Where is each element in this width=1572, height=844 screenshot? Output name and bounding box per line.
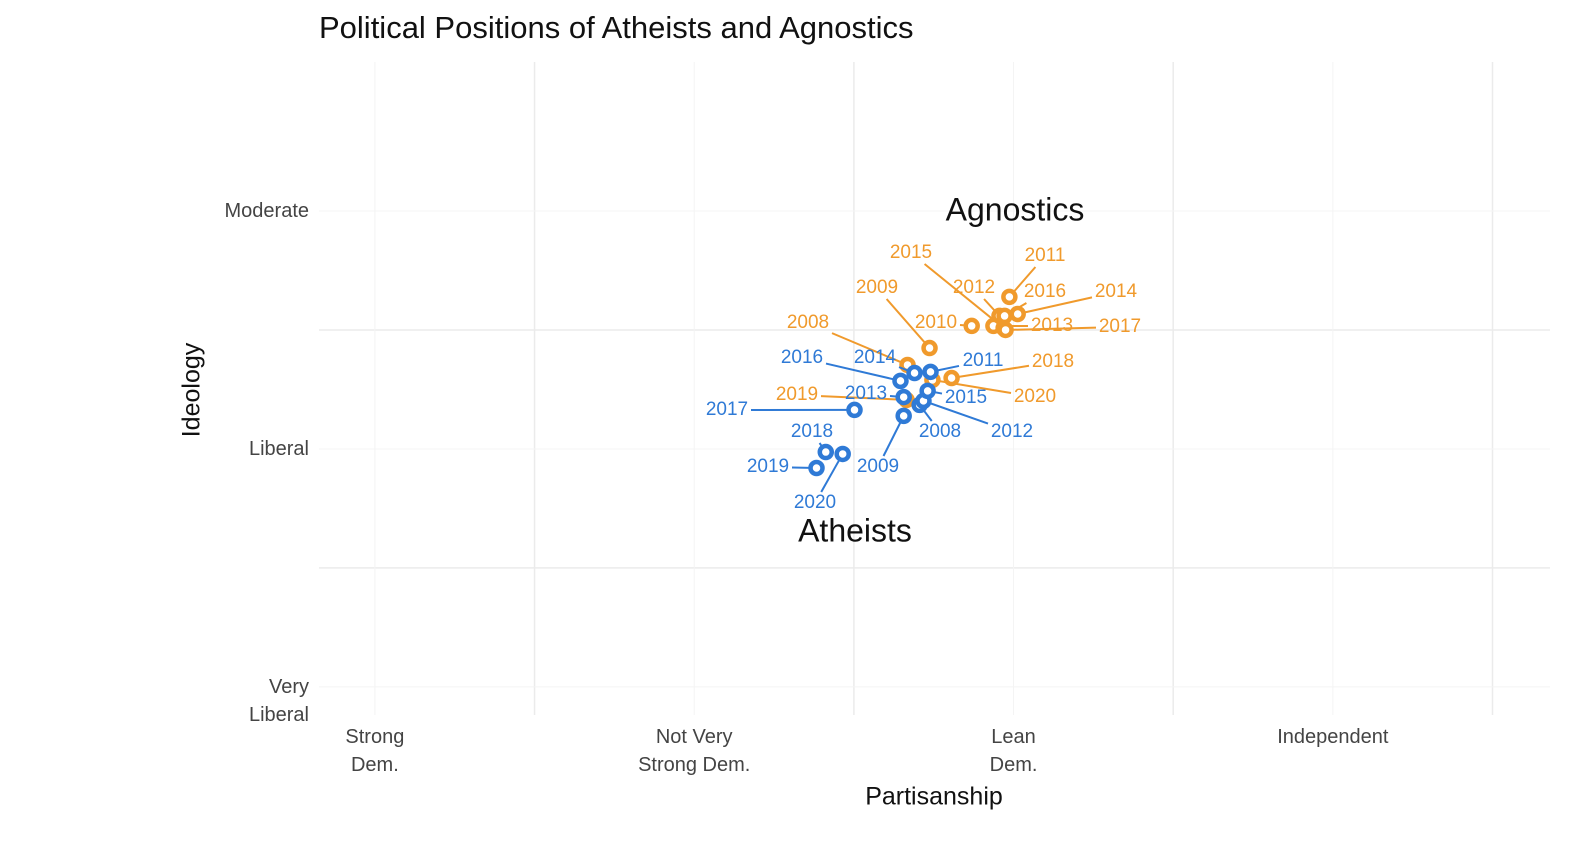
point	[997, 321, 1014, 339]
label-connector	[825, 362, 901, 382]
group-label: Atheists	[798, 512, 912, 548]
point-label: 2014	[1095, 281, 1138, 302]
x-axis-title: Partisanship	[865, 783, 1003, 811]
point	[817, 443, 835, 461]
point	[846, 401, 863, 419]
label-connector	[831, 332, 908, 366]
point-label: 2019	[776, 384, 818, 405]
point-label: 2015	[890, 242, 932, 263]
point-label: 2018	[791, 421, 833, 442]
x-tick-label: Lean Dem.	[989, 726, 1038, 776]
x-tick-label: Strong Dem.	[345, 726, 405, 776]
point-label: 2009	[856, 277, 898, 298]
point-label: 2011	[963, 350, 1004, 371]
point	[963, 317, 980, 335]
point	[895, 407, 912, 425]
point-label: 2008	[919, 421, 961, 442]
y-tick-label: Very Liberal	[248, 675, 309, 726]
point	[921, 339, 938, 357]
point	[919, 382, 936, 400]
label-connector	[885, 298, 931, 349]
group-label: Agnostics	[946, 191, 1085, 227]
point	[808, 459, 825, 477]
x-tick-label: Independent	[1277, 726, 1389, 748]
point-label: 2018	[1032, 351, 1074, 372]
point-label: 2012	[991, 421, 1033, 442]
point-label: 2020	[1014, 386, 1056, 407]
point-label: 2013	[845, 383, 887, 404]
point-label: 2011	[1025, 245, 1066, 266]
point-label: 2016	[781, 347, 823, 368]
point-label: 2010	[915, 312, 957, 333]
label-connector	[820, 395, 907, 401]
x-tick-label: Not Very Strong Dem.	[638, 726, 751, 776]
label-connector	[951, 364, 1030, 380]
label-connector	[923, 399, 989, 425]
point-label: 2017	[1099, 316, 1141, 337]
point-label: 2020	[794, 492, 836, 513]
label-connector	[923, 263, 1005, 329]
point	[922, 363, 939, 381]
point	[906, 364, 923, 382]
y-tick-label: Liberal	[248, 437, 309, 460]
y-axis-title: Ideology	[178, 342, 206, 437]
point	[892, 372, 909, 390]
point-label: 2012	[953, 277, 995, 298]
point	[943, 369, 960, 387]
point-label: 2013	[1031, 315, 1073, 336]
point-label: 2017	[706, 399, 748, 420]
point	[1009, 305, 1026, 323]
point-label: 2019	[747, 456, 789, 477]
chart-title: Political Positions of Atheists and Agno…	[319, 10, 914, 45]
point	[1001, 288, 1018, 306]
point-label: 2015	[945, 387, 987, 408]
point	[895, 388, 912, 406]
y-tick-label: Moderate	[224, 199, 310, 222]
point-label: 2008	[787, 312, 829, 333]
point-label: 2014	[854, 347, 897, 368]
label-connector	[1017, 296, 1093, 315]
point-label: 2009	[857, 456, 899, 477]
point	[996, 307, 1013, 325]
label-connector	[1005, 326, 1097, 331]
point	[834, 445, 851, 463]
point-label: 2016	[1024, 281, 1066, 302]
